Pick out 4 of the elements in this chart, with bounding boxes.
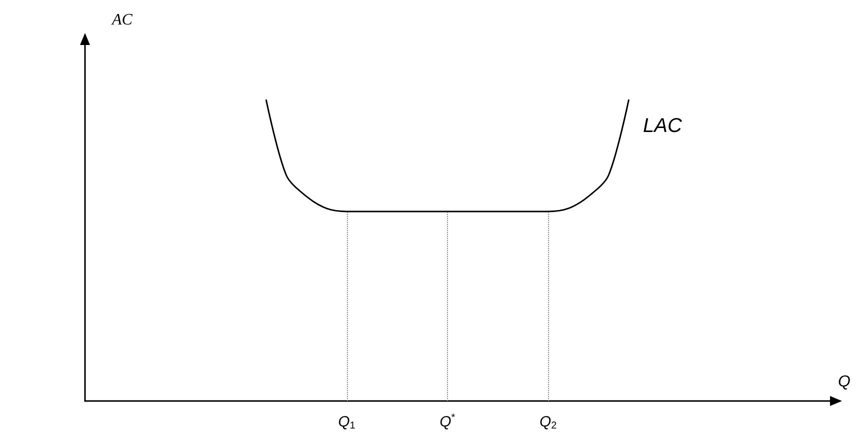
x-axis-title: Q xyxy=(838,374,850,390)
annotation: LAC xyxy=(643,115,682,137)
y-axis-title: AC xyxy=(111,12,133,28)
x-tick-label: Q* xyxy=(440,412,456,430)
